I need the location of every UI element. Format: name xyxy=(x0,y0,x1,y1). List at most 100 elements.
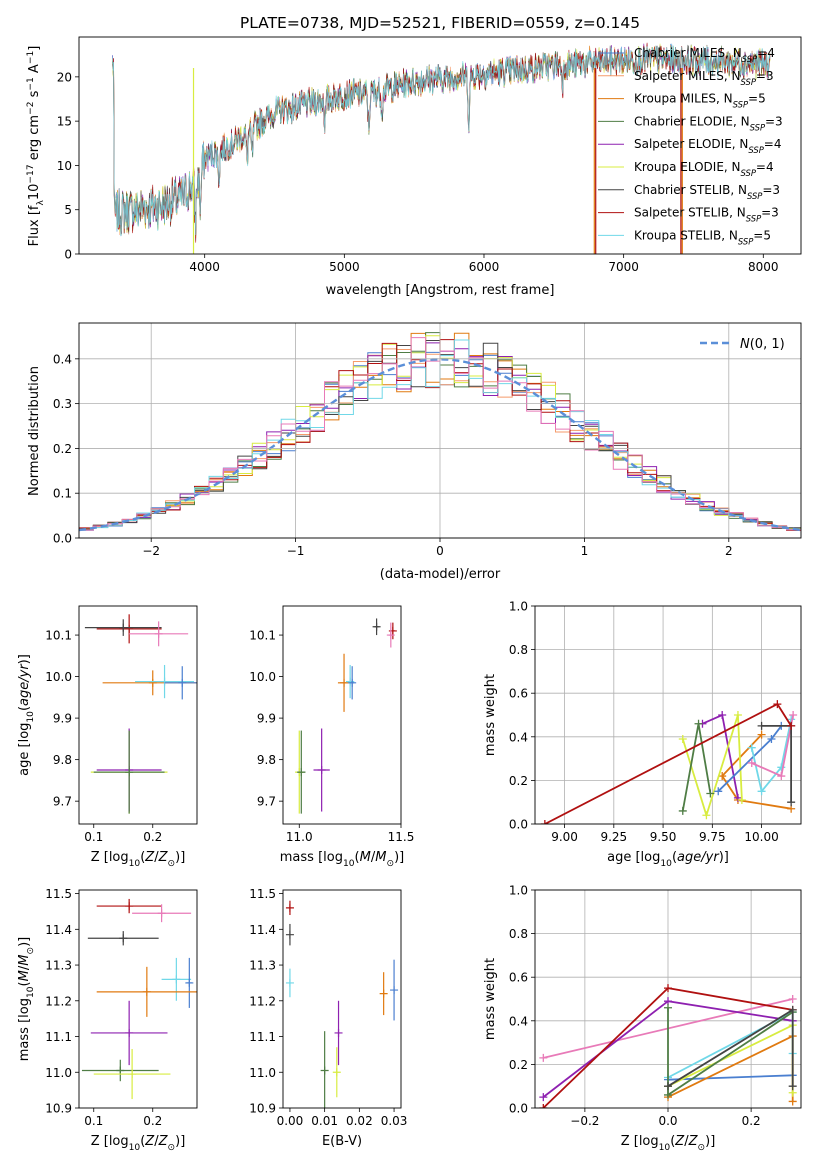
axes-frame xyxy=(78,889,198,1109)
x-axis-label: Z [log10(Z/Z⊙)] xyxy=(91,850,186,869)
data-point xyxy=(178,678,187,687)
x-tick-label: 5000 xyxy=(329,260,360,274)
series-line xyxy=(667,1074,793,1081)
label-part: Flux [f xyxy=(27,205,42,246)
label-part: / xyxy=(154,850,159,865)
series-marker xyxy=(747,758,756,767)
label-part: 10 xyxy=(659,1143,671,1153)
label-part: age/yr xyxy=(677,850,720,865)
data-point xyxy=(285,930,294,939)
y-tick-label: 0.6 xyxy=(509,971,528,985)
figure-title: PLATE=0738, MJD=52521, FIBERID=0559, z=0… xyxy=(240,14,640,32)
y-tick-label: 15 xyxy=(57,115,72,129)
label-part: Kroupa ELODIE, N xyxy=(634,160,741,174)
data-point xyxy=(388,626,397,635)
x-tick-label: 11.0 xyxy=(286,830,313,844)
label-part: −1 xyxy=(26,51,36,64)
x-tick-label: 0 xyxy=(436,544,444,558)
series-marker xyxy=(777,772,786,781)
data-point xyxy=(119,934,128,943)
y-tick-label: 9.9 xyxy=(257,712,276,726)
label-part: ⊙ xyxy=(168,859,176,869)
series-marker xyxy=(678,734,687,743)
label-part: =4 xyxy=(764,137,782,151)
axes-frame xyxy=(282,605,402,825)
label-part: 10 xyxy=(660,859,672,869)
plot-area xyxy=(295,618,397,814)
y-axis-label: mass weight xyxy=(483,674,498,756)
x-tick-label: 0.02 xyxy=(346,1114,373,1128)
label-part: mass [log xyxy=(280,850,343,865)
y-tick-label: 0.4 xyxy=(509,730,528,744)
x-tick-label: −0.2 xyxy=(570,1114,599,1128)
data-point xyxy=(320,1066,329,1075)
axes-frame xyxy=(282,889,402,1109)
label-part: ( xyxy=(140,1134,145,1149)
label-part: 10 xyxy=(129,859,141,869)
label-part: Salpeter ELODIE, N xyxy=(634,137,748,151)
legend-label: Chabrier ELODIE, NSSP=3 xyxy=(634,114,783,132)
data-point xyxy=(346,677,355,686)
label-part: ( xyxy=(355,850,360,865)
x-tick-label: 0.2 xyxy=(742,1114,761,1128)
data-point xyxy=(148,678,157,687)
y-tick-label: 10.1 xyxy=(45,629,72,643)
data-point xyxy=(285,903,294,912)
label-part: mass [log xyxy=(17,998,32,1061)
y-tick-label: 9.7 xyxy=(53,795,72,809)
series-marker xyxy=(664,1090,672,1099)
plot-area xyxy=(540,700,798,824)
series-marker xyxy=(789,711,798,719)
data-point xyxy=(386,631,395,640)
y-tick-label: 0.8 xyxy=(509,643,528,657)
axes: 0.1 0.29.79.89.910.010.1Z [log10(Z/Z⊙)]ag… xyxy=(17,605,198,869)
x-tick-label: 8000 xyxy=(748,260,779,274)
legend-label: N(0, 1) xyxy=(740,337,785,352)
y-tick-label: 11.3 xyxy=(249,959,276,973)
series-marker xyxy=(702,811,711,820)
axes: −0.2 0.0 0.20.00.20.40.60.81.0Z [log10(Z/Z… xyxy=(483,884,802,1153)
y-axis-label: Normed distribution xyxy=(27,366,42,496)
x-tick-label: 0.1 xyxy=(84,830,103,844)
label-part: SSP xyxy=(741,77,757,87)
legend-label: Kroupa STELIB, NSSP=5 xyxy=(634,228,771,246)
x-tick-label: −2 xyxy=(142,544,160,558)
label-part: )] xyxy=(175,1134,185,1149)
y-tick-label: 11.2 xyxy=(45,994,72,1008)
axes-frame xyxy=(78,322,802,539)
x-tick-label: 0.03 xyxy=(381,1114,408,1128)
x-tick-label: 2 xyxy=(725,544,733,558)
label-part: / xyxy=(17,965,32,970)
axes-frame xyxy=(78,605,198,825)
data-point xyxy=(125,624,134,633)
series-line xyxy=(667,1034,794,1102)
y-tick-label: 11.3 xyxy=(45,959,72,973)
legend-label: Salpeter STELIB, NSSP=3 xyxy=(634,206,779,224)
y-tick-label: 1.0 xyxy=(509,884,528,898)
series-marker xyxy=(539,1104,548,1108)
label-part: =5 xyxy=(748,92,766,106)
series-marker xyxy=(747,743,756,752)
x-axis-label: wavelength [Angstrom, rest frame] xyxy=(326,283,555,298)
y-tick-label: 0.2 xyxy=(509,1058,528,1072)
x-tick-label: 6000 xyxy=(469,260,500,274)
x-tick-label: 0.2 xyxy=(143,830,162,844)
legend-label: Chabrier MILES, NSSP=4 xyxy=(634,46,775,64)
y-tick-label: 0.2 xyxy=(53,442,72,456)
legend-label: Kroupa MILES, NSSP=5 xyxy=(634,92,766,110)
legend-label: Salpeter MILES, NSSP=3 xyxy=(634,69,774,87)
y-tick-label: 10.0 xyxy=(249,670,276,684)
label-part: Z xyxy=(158,1134,169,1149)
label-part: )] xyxy=(719,850,729,865)
series-marker xyxy=(788,1005,797,1014)
y-tick-label: 11.4 xyxy=(45,923,72,937)
label-part: )] xyxy=(175,850,185,865)
y-tick-label: 10.9 xyxy=(249,1102,276,1116)
series-marker xyxy=(777,763,786,772)
series-marker xyxy=(664,1082,672,1091)
axes-frame xyxy=(78,36,802,255)
series-marker xyxy=(664,1003,672,1012)
data-point xyxy=(348,678,357,687)
label-part: M xyxy=(375,850,386,865)
